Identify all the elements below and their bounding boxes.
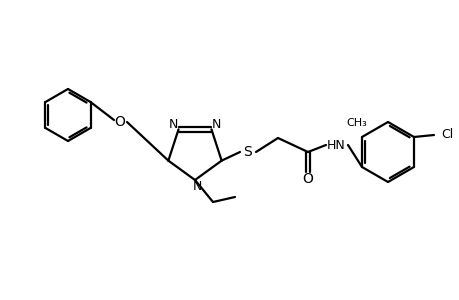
Text: N: N [211,118,221,131]
Text: O: O [302,172,313,186]
Text: N: N [192,181,201,194]
Text: CH₃: CH₃ [346,118,367,128]
Text: N: N [168,118,178,131]
Text: HN: HN [326,139,345,152]
Text: Cl: Cl [440,128,452,140]
Text: S: S [243,145,252,159]
Text: O: O [114,115,125,129]
